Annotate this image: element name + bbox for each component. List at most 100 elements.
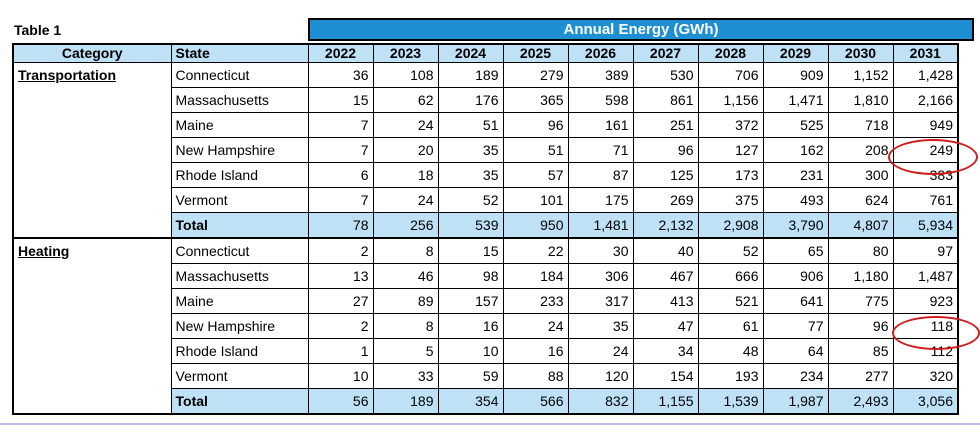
value-cell: 71 [567, 137, 634, 163]
table-row: Vermont 7 24 52 101 175 269 375 493 624 761 [13, 187, 959, 213]
value-cell: 96 [502, 112, 569, 138]
value-cell: 1 [307, 338, 374, 364]
value-cell: 1,428 [892, 62, 959, 88]
value-cell: 521 [697, 288, 764, 314]
value-cell: 233 [502, 288, 569, 314]
value-cell: 256 [372, 212, 439, 239]
value-cell: 2,493 [827, 388, 894, 415]
value-cell: 666 [697, 263, 764, 289]
year-header: 2023 [372, 43, 439, 63]
state-cell: Rhode Island [170, 162, 309, 188]
value-cell: 1,487 [892, 263, 959, 289]
value-cell: 467 [632, 263, 699, 289]
value-cell: 62 [372, 87, 439, 113]
value-cell: 16 [502, 338, 569, 364]
value-cell: 16 [437, 313, 504, 339]
value-cell: 1,155 [632, 388, 699, 415]
value-cell: 87 [567, 162, 634, 188]
value-cell: 413 [632, 288, 699, 314]
value-cell: 27 [307, 288, 374, 314]
value-cell: 525 [762, 112, 829, 138]
value-cell: 80 [827, 237, 894, 264]
state-cell: Maine [170, 288, 309, 314]
value-cell: 493 [762, 187, 829, 213]
value-cell: 1,180 [827, 263, 894, 289]
value-cell: 35 [567, 313, 634, 339]
value-cell: 775 [827, 288, 894, 314]
value-cell: 59 [437, 363, 504, 389]
year-header: 2027 [632, 43, 699, 63]
value-cell: 1,156 [697, 87, 764, 113]
state-cell: New Hampshire [170, 313, 309, 339]
header-row: Category State 2022 2023 2024 2025 2026 … [12, 43, 959, 63]
value-cell: 15 [437, 237, 504, 264]
value-cell: 127 [697, 137, 764, 163]
value-cell: 7 [307, 112, 374, 138]
table-row: Maine 27 89 157 233 317 413 521 641 775 923 [13, 288, 959, 314]
year-header: 2025 [502, 43, 569, 63]
value-cell: 154 [632, 363, 699, 389]
value-cell: 64 [762, 338, 829, 364]
value-cell: 306 [567, 263, 634, 289]
value-cell: 277 [827, 363, 894, 389]
total-row: Total 56 189 354 566 832 1,155 1,539 1,987 2,493 3… [13, 388, 959, 415]
value-cell: 1,539 [697, 388, 764, 415]
value-cell: 18 [372, 162, 439, 188]
state-cell: Rhode Island [170, 338, 309, 364]
value-cell: 65 [762, 237, 829, 264]
value-cell: 35 [437, 137, 504, 163]
value-cell: 96 [632, 137, 699, 163]
state-cell: Vermont [170, 363, 309, 389]
state-cell: Vermont [170, 187, 309, 213]
value-cell: 30 [567, 237, 634, 264]
value-cell: 530 [632, 62, 699, 88]
value-cell: 706 [697, 62, 764, 88]
table-body: Transportation Connecticut 36 108 189 279 389 5… [12, 62, 959, 415]
state-cell: Connecticut [170, 62, 309, 88]
year-header: 2022 [307, 43, 374, 63]
value-cell: 88 [502, 363, 569, 389]
value-cell: 24 [372, 112, 439, 138]
value-cell: 8 [372, 313, 439, 339]
value-cell: 761 [892, 187, 959, 213]
value-cell: 279 [502, 62, 569, 88]
value-cell: 2 [307, 313, 374, 339]
value-cell: 101 [502, 187, 569, 213]
value-cell: 2,908 [697, 212, 764, 239]
category-cell: Transportation [12, 62, 172, 239]
value-cell: 52 [437, 187, 504, 213]
value-cell: 320 [892, 363, 959, 389]
value-cell: 57 [502, 162, 569, 188]
value-cell: 24 [372, 187, 439, 213]
value-cell: 861 [632, 87, 699, 113]
value-cell: 906 [762, 263, 829, 289]
value-cell: 7 [307, 137, 374, 163]
value-cell: 624 [827, 187, 894, 213]
value-cell: 5 [372, 338, 439, 364]
value-cell: 10 [307, 363, 374, 389]
value-cell: 35 [437, 162, 504, 188]
value-cell: 208 [827, 137, 894, 163]
value-cell: 389 [567, 62, 634, 88]
value-cell: 22 [502, 237, 569, 264]
year-header: 2029 [762, 43, 829, 63]
value-cell: 13 [307, 263, 374, 289]
table-row: Massachusetts 15 62 176 365 598 861 1,156 1,471 1… [13, 87, 959, 113]
value-cell: 108 [372, 62, 439, 88]
state-cell: Connecticut [170, 237, 309, 264]
value-cell: 78 [307, 212, 374, 239]
value-cell: 97 [892, 237, 959, 264]
value-cell: 98 [437, 263, 504, 289]
value-cell: 372 [697, 112, 764, 138]
category-header: Category [12, 43, 172, 63]
value-cell: 375 [697, 187, 764, 213]
value-cell: 718 [827, 112, 894, 138]
value-cell: 20 [372, 137, 439, 163]
value-cell: 10 [437, 338, 504, 364]
year-header: 2030 [827, 43, 894, 63]
year-header: 2026 [567, 43, 634, 63]
year-header: 2028 [697, 43, 764, 63]
value-cell: 157 [437, 288, 504, 314]
value-cell: 56 [307, 388, 374, 415]
value-cell: 51 [437, 112, 504, 138]
